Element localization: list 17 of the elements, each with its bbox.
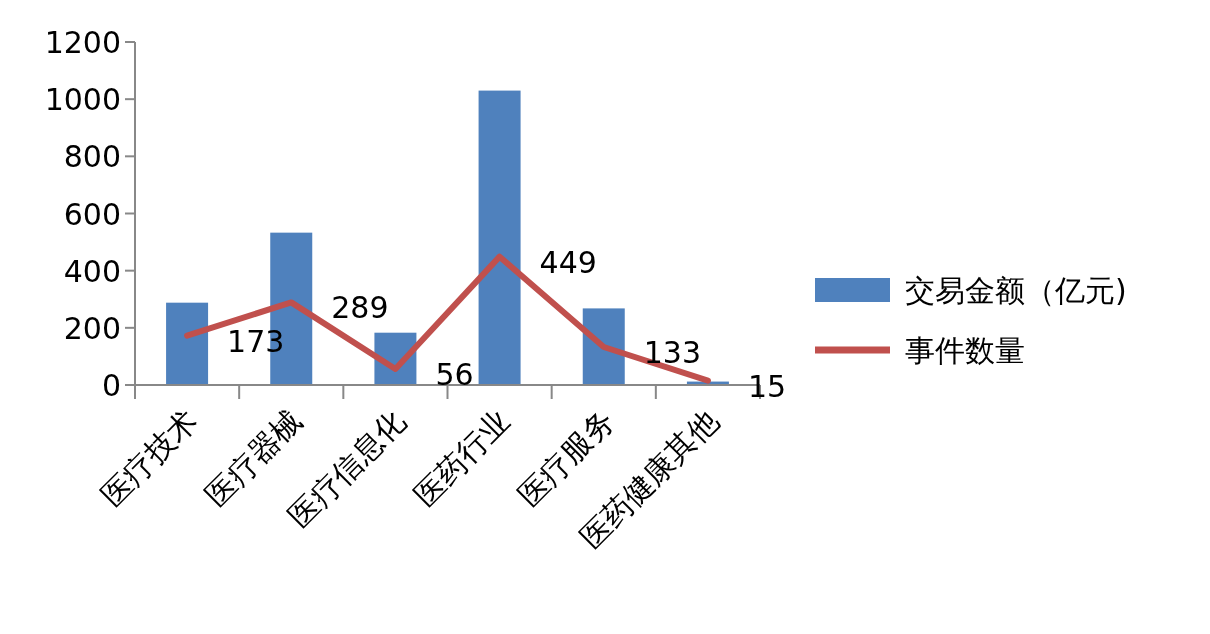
y-tick-label: 0 [101, 368, 121, 403]
y-tick-label: 1200 [44, 25, 121, 60]
legend-label: 事件数量 [905, 333, 1025, 368]
data-label: 289 [331, 290, 389, 326]
data-label: 133 [643, 334, 702, 370]
data-label: 15 [747, 368, 787, 404]
legend-label: 交易金额（亿元) [905, 273, 1127, 308]
data-label: 449 [539, 244, 597, 280]
y-tick-label: 200 [63, 310, 121, 346]
data-label: 56 [435, 356, 474, 392]
bar [166, 302, 209, 385]
bar [582, 308, 625, 385]
y-tick-label: 1000 [44, 82, 121, 118]
y-tick-label: 600 [63, 196, 121, 232]
bar [478, 90, 521, 385]
y-tick-label: 800 [63, 139, 121, 175]
y-tick-label: 400 [63, 253, 121, 289]
